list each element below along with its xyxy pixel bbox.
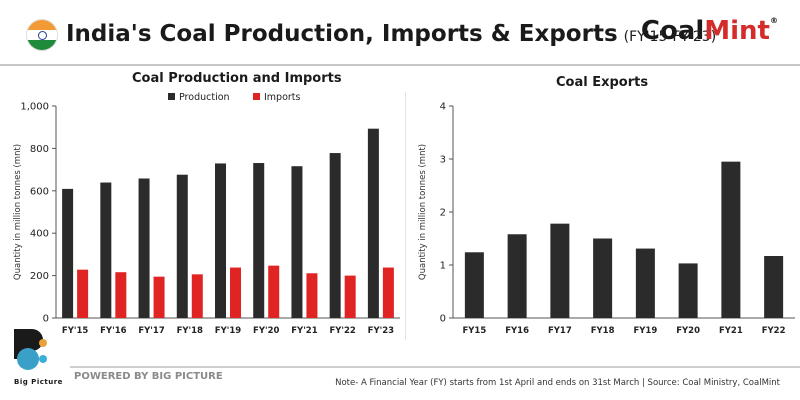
bar-imports-2 [153,276,165,318]
y-tick-label: 2 [440,208,446,219]
chart-left-title: Coal Production and Imports [132,71,342,86]
bar-production-0 [62,188,74,318]
bar-production-2 [138,178,150,318]
x-tick-label: FY15 [462,326,486,336]
bar-exports-3 [593,238,613,318]
x-tick-label: FY21 [719,326,743,336]
x-tick-label: FY'19 [215,326,241,336]
y-tick-label: 0 [440,314,446,325]
bar-production-3 [176,174,188,318]
bar-imports-3 [191,274,203,318]
x-tick-label: FY16 [505,326,529,336]
x-tick-label: FY22 [762,326,786,336]
y-tick-label: 1,000 [20,102,49,113]
legend-label-production: Production [179,92,230,103]
x-tick-label: FY'20 [253,326,279,336]
bar-production-6 [291,166,303,318]
brand-left-text: Coal [640,16,705,46]
bar-imports-6 [306,273,318,318]
footer-divider [70,366,800,368]
bar-imports-0 [77,269,89,318]
big-picture-logo-icon [14,329,47,370]
bar-exports-5 [678,263,698,318]
y-tick-label: 800 [30,144,49,155]
bar-imports-7 [344,275,356,318]
bar-imports-5 [268,265,280,318]
bar-production-7 [329,153,341,318]
bar-imports-1 [115,272,127,318]
legend-swatch-production [168,93,175,100]
x-tick-label: FY'23 [368,326,394,336]
footer-note: Note- A Financial Year (FY) starts from … [335,378,780,388]
x-tick-label: FY'22 [329,326,355,336]
bar-imports-4 [230,267,241,318]
brand-right-text: Mint [704,16,770,46]
legend-label-imports: Imports [264,92,301,103]
x-tick-label: FY'15 [62,326,88,336]
bar-exports-2 [550,223,570,318]
x-tick-label: FY'16 [100,326,126,336]
india-flag-icon [26,19,58,51]
legend-swatch-imports [253,93,260,100]
bar-exports-1 [507,234,527,318]
y-axis-label: Quantity in million tonnes (mnt) [418,144,428,280]
y-tick-label: 1 [440,261,446,272]
bar-exports-4 [635,248,655,318]
brand-reg-mark: ® [770,16,778,25]
x-tick-label: FY17 [548,326,572,336]
x-tick-label: FY18 [591,326,615,336]
page-title-text: India's Coal Production, Imports & Expor… [66,21,618,47]
big-picture-logo-text: Big Picture [14,378,63,386]
bar-exports-7 [764,255,784,318]
bar-imports-8 [382,267,394,318]
page-title: India's Coal Production, Imports & Expor… [66,21,716,47]
header-divider [0,64,800,66]
page-subtitle: (FY'15-FY'23) [623,29,717,45]
x-tick-label: FY'18 [177,326,203,336]
y-tick-label: 3 [440,155,446,166]
x-tick-label: FY20 [676,326,700,336]
x-tick-label: FY19 [633,326,657,336]
bar-exports-0 [464,252,484,318]
chart-right-title: Coal Exports [556,75,649,90]
y-tick-label: 0 [43,314,49,325]
bar-production-4 [215,163,226,318]
y-tick-label: 400 [30,229,49,240]
bar-exports-6 [721,161,741,318]
bar-production-5 [253,163,265,318]
coalmint-logo: CoalMint® [641,16,778,46]
x-tick-label: FY'17 [138,326,164,336]
x-tick-label: FY'21 [291,326,317,336]
production-imports-chart: 0 200 400 600 800 1,000 Quantity in million to… [13,92,400,336]
header: India's Coal Production, Imports & Expor… [0,0,800,62]
y-axis-label: Quantity in million tonnes (mnt) [13,144,23,280]
exports-chart: 0 1 2 3 4 Quantity in million tonnes (mnt) FY1… [418,102,795,336]
panel-divider [405,92,406,340]
y-tick-label: 600 [30,186,49,197]
bar-production-1 [100,182,112,318]
y-tick-label: 200 [30,271,49,282]
bar-production-8 [367,128,379,318]
powered-by-text: POWERED BY BIG PICTURE [74,371,223,382]
y-tick-label: 4 [440,102,446,113]
